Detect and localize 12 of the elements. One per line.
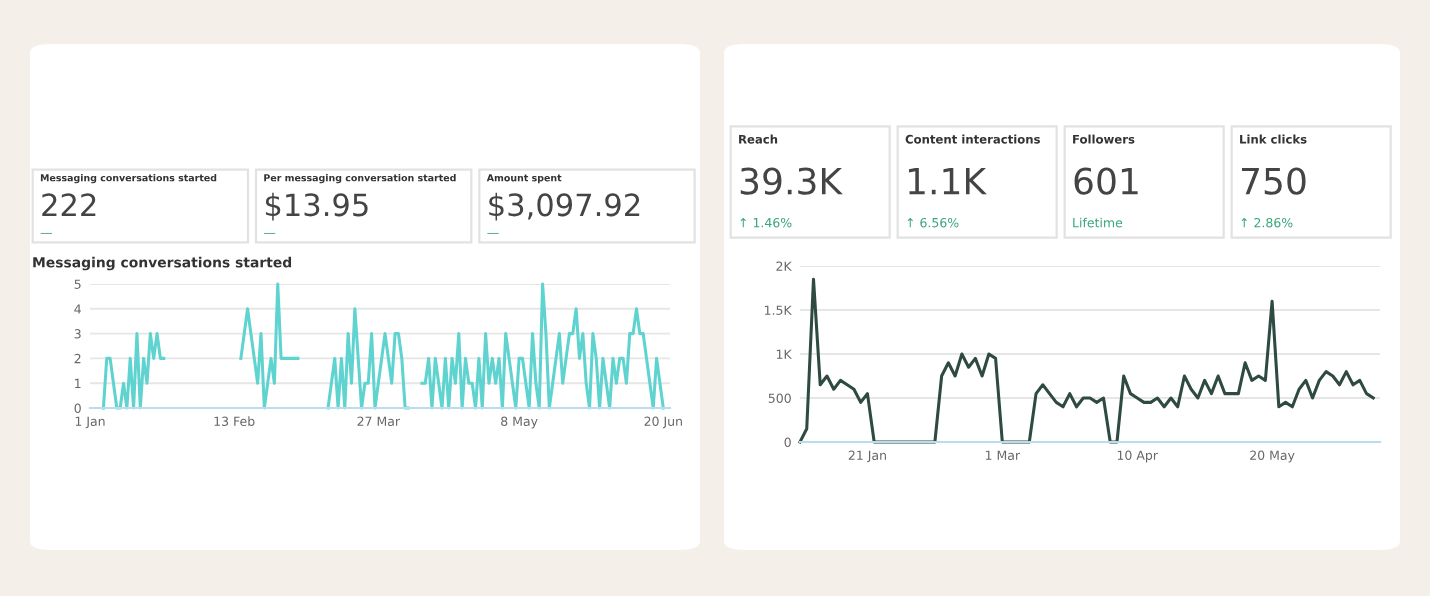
line-series [798,277,1375,444]
text: $3,097.92 [489,192,640,221]
line-series [326,307,411,410]
text: $13.95 [265,192,368,221]
text: 750 [1241,167,1306,195]
text: 601 [1074,167,1138,195]
line-series [239,282,300,410]
text: 1.1K [908,167,987,195]
line-series [101,332,166,410]
text: 39.3K [740,167,843,195]
text: 222 [42,193,96,216]
line-series [420,282,665,410]
